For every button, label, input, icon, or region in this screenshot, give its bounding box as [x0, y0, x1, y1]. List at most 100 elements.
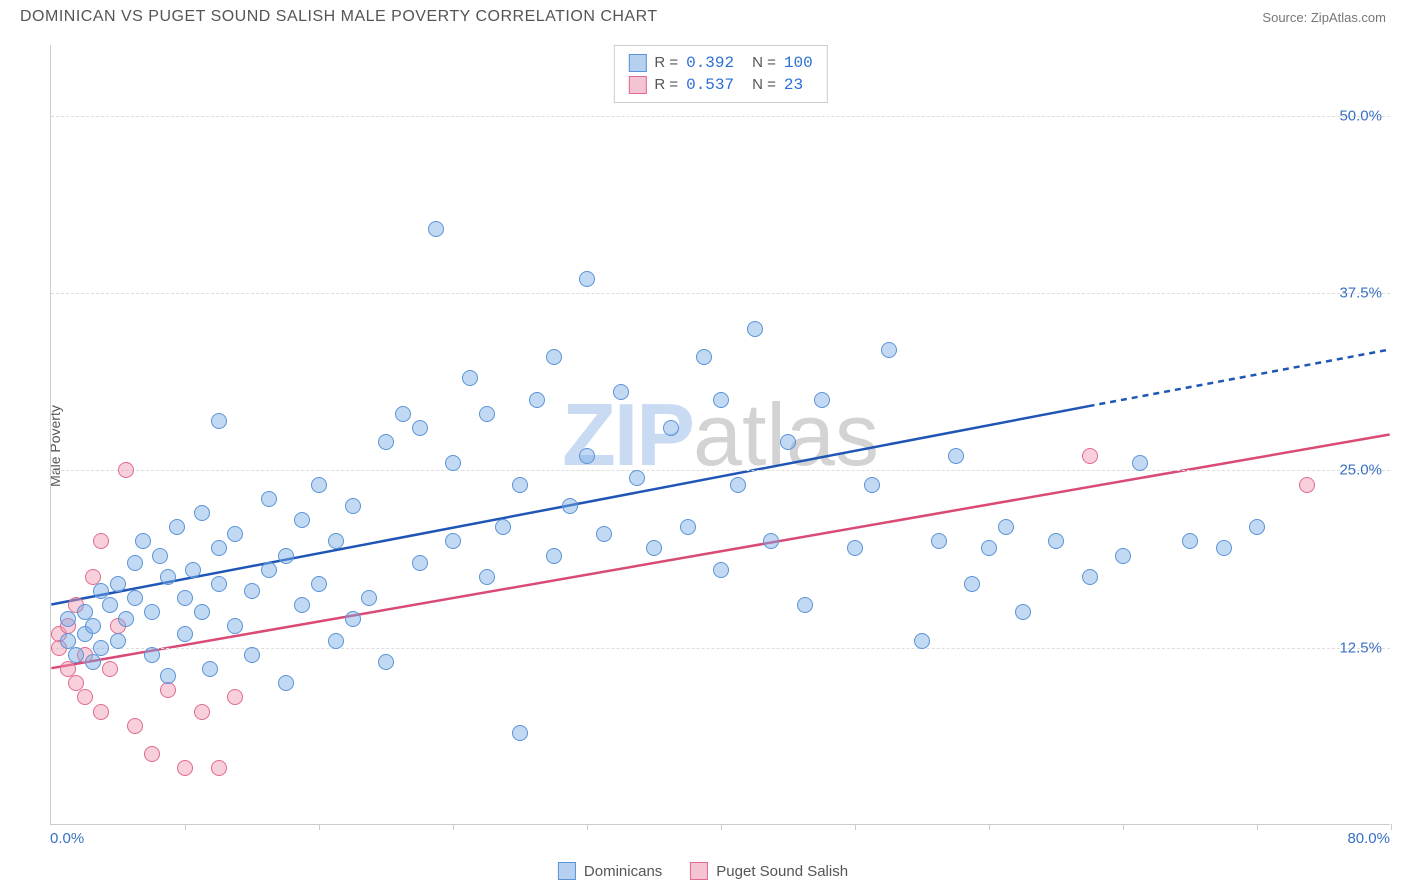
scatter-point-dominicans: [378, 434, 394, 450]
scatter-point-dominicans: [160, 569, 176, 585]
scatter-point-dominicans: [244, 583, 260, 599]
scatter-point-dominicans: [445, 533, 461, 549]
gridline-horizontal: [51, 470, 1390, 471]
scatter-point-dominicans: [512, 477, 528, 493]
scatter-point-dominicans: [85, 618, 101, 634]
scatter-point-dominicans: [1082, 569, 1098, 585]
legend-swatch-dominicans: [628, 54, 646, 72]
scatter-point-dominicans: [345, 611, 361, 627]
scatter-point-dominicans: [596, 526, 612, 542]
scatter-point-dominicans: [931, 533, 947, 549]
scatter-point-salish: [102, 661, 118, 677]
scatter-point-dominicans: [211, 576, 227, 592]
scatter-point-salish: [160, 682, 176, 698]
scatter-point-dominicans: [562, 498, 578, 514]
legend-swatch-salish: [628, 76, 646, 94]
scatter-point-dominicans: [445, 455, 461, 471]
scatter-point-dominicans: [495, 519, 511, 535]
scatter-point-dominicans: [395, 406, 411, 422]
scatter-point-dominicans: [169, 519, 185, 535]
scatter-point-dominicans: [780, 434, 796, 450]
scatter-point-dominicans: [1216, 540, 1232, 556]
scatter-point-dominicans: [1115, 548, 1131, 564]
scatter-point-dominicans: [428, 221, 444, 237]
legend-swatch-icon: [690, 862, 708, 880]
scatter-point-dominicans: [68, 647, 84, 663]
scatter-point-dominicans: [294, 512, 310, 528]
scatter-point-dominicans: [177, 626, 193, 642]
scatter-point-dominicans: [194, 505, 210, 521]
scatter-point-dominicans: [462, 370, 478, 386]
scatter-point-salish: [177, 760, 193, 776]
scatter-point-dominicans: [797, 597, 813, 613]
scatter-point-salish: [227, 689, 243, 705]
scatter-point-salish: [211, 760, 227, 776]
legend-correlation-box: R = 0.392 N = 100 R = 0.537 N = 23: [613, 45, 827, 103]
y-tick-label: 25.0%: [1339, 462, 1382, 479]
scatter-point-dominicans: [629, 470, 645, 486]
scatter-point-dominicans: [847, 540, 863, 556]
scatter-point-dominicans: [261, 491, 277, 507]
scatter-point-dominicans: [529, 392, 545, 408]
gridline-horizontal: [51, 293, 1390, 294]
scatter-point-dominicans: [60, 611, 76, 627]
scatter-point-salish: [127, 718, 143, 734]
scatter-point-dominicans: [981, 540, 997, 556]
scatter-point-dominicans: [93, 640, 109, 656]
scatter-point-dominicans: [546, 349, 562, 365]
gridline-horizontal: [51, 116, 1390, 117]
scatter-point-salish: [1082, 448, 1098, 464]
scatter-point-dominicans: [144, 647, 160, 663]
scatter-point-dominicans: [814, 392, 830, 408]
legend-item-dominicans: Dominicans: [558, 862, 662, 880]
scatter-point-dominicans: [412, 420, 428, 436]
scatter-point-salish: [144, 746, 160, 762]
scatter-point-dominicans: [881, 342, 897, 358]
scatter-point-dominicans: [914, 633, 930, 649]
scatter-point-dominicans: [579, 448, 595, 464]
legend-row-salish: R = 0.537 N = 23: [628, 74, 812, 96]
scatter-point-salish: [118, 462, 134, 478]
legend-item-salish: Puget Sound Salish: [690, 862, 848, 880]
scatter-point-dominicans: [211, 413, 227, 429]
scatter-point-salish: [93, 533, 109, 549]
scatter-point-dominicans: [278, 675, 294, 691]
chart-title: DOMINICAN VS PUGET SOUND SALISH MALE POV…: [20, 8, 658, 26]
scatter-point-dominicans: [294, 597, 310, 613]
scatter-point-dominicans: [713, 392, 729, 408]
legend-series-bottom: Dominicans Puget Sound Salish: [558, 862, 848, 880]
scatter-point-salish: [77, 689, 93, 705]
scatter-point-dominicans: [964, 576, 980, 592]
scatter-point-dominicans: [227, 618, 243, 634]
scatter-point-dominicans: [663, 420, 679, 436]
scatter-point-dominicans: [311, 576, 327, 592]
scatter-point-dominicans: [1015, 604, 1031, 620]
scatter-point-dominicans: [378, 654, 394, 670]
scatter-point-dominicans: [177, 590, 193, 606]
scatter-point-dominicans: [160, 668, 176, 684]
scatter-point-dominicans: [227, 526, 243, 542]
source-credit: Source: ZipAtlas.com: [1262, 10, 1386, 25]
scatter-point-dominicans: [110, 576, 126, 592]
scatter-point-dominicans: [613, 384, 629, 400]
scatter-point-dominicans: [328, 633, 344, 649]
scatter-point-dominicans: [328, 533, 344, 549]
scatter-point-dominicans: [185, 562, 201, 578]
chart-plot-area: ZIPatlas R = 0.392 N = 100 R = 0.537 N =…: [50, 45, 1390, 825]
scatter-point-dominicans: [1182, 533, 1198, 549]
scatter-point-dominicans: [864, 477, 880, 493]
scatter-point-dominicans: [1132, 455, 1148, 471]
x-axis-min-label: 0.0%: [50, 830, 84, 847]
trend-lines-svg: [51, 45, 1390, 824]
scatter-point-dominicans: [110, 633, 126, 649]
scatter-point-dominicans: [345, 498, 361, 514]
scatter-point-dominicans: [747, 321, 763, 337]
scatter-point-dominicans: [730, 477, 746, 493]
scatter-point-dominicans: [646, 540, 662, 556]
scatter-point-dominicans: [152, 548, 168, 564]
scatter-point-salish: [194, 704, 210, 720]
scatter-point-dominicans: [1249, 519, 1265, 535]
scatter-point-salish: [93, 704, 109, 720]
scatter-point-dominicans: [579, 271, 595, 287]
scatter-point-dominicans: [713, 562, 729, 578]
